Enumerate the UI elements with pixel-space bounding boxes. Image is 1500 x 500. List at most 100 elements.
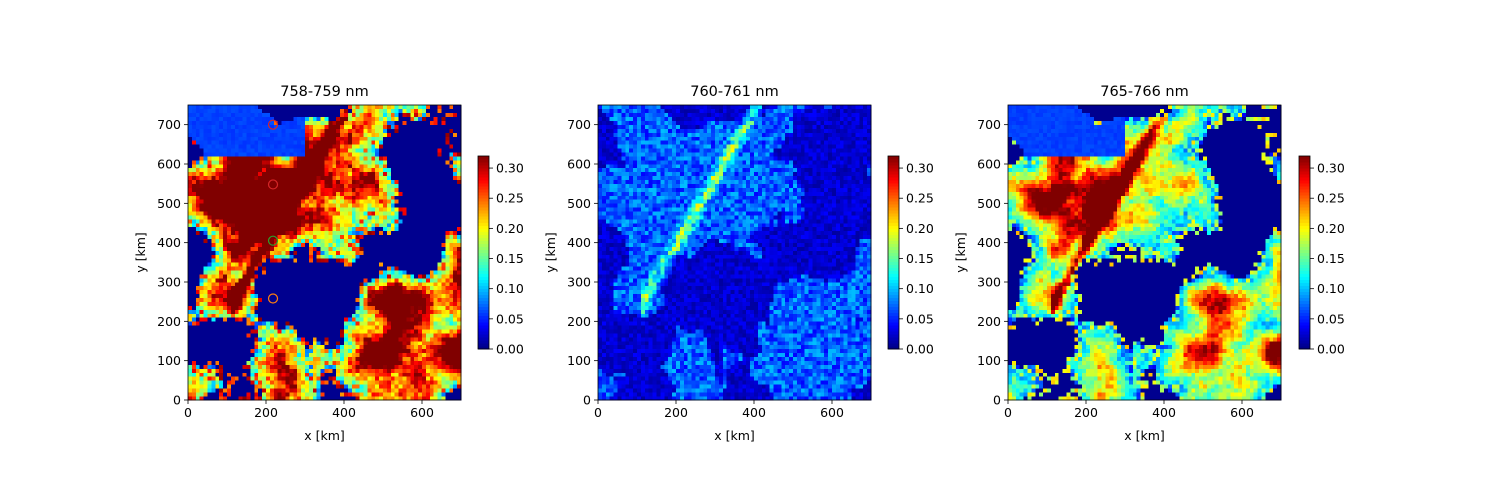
heatmap-cell [273, 392, 278, 397]
heatmap-cell [445, 368, 450, 373]
heatmap-cell [285, 144, 290, 149]
heatmap-cell [305, 226, 310, 232]
heatmap-cell [199, 309, 204, 314]
heatmap-cell [359, 215, 364, 220]
heatmap-cell [219, 344, 224, 350]
heatmap-cell [250, 282, 255, 287]
heatmap-cell [328, 258, 333, 263]
heatmap-cell [418, 195, 423, 200]
heatmap-cell [250, 175, 255, 181]
heatmap-cell [312, 234, 317, 240]
heatmap-cell [207, 368, 212, 373]
heatmap-cell [328, 112, 333, 118]
heatmap-cell [191, 242, 197, 247]
heatmap-cell [347, 199, 353, 204]
heatmap-cell [406, 108, 411, 114]
heatmap-cell [386, 116, 392, 122]
heatmap-cell [410, 128, 415, 133]
heatmap-cell [199, 120, 204, 125]
heatmap-cell [219, 105, 224, 110]
heatmap-cell [394, 396, 399, 401]
heatmap-cell [199, 215, 204, 220]
heatmap-cell [277, 344, 282, 350]
heatmap-cell [254, 175, 259, 181]
heatmap-cell [250, 285, 255, 291]
heatmap-cell [437, 313, 442, 318]
heatmap-cell [188, 333, 193, 338]
heatmap-cell [425, 309, 431, 314]
heatmap-cell [441, 321, 446, 326]
heatmap-cell [289, 262, 294, 267]
heatmap-cell [246, 325, 251, 330]
heatmap-cell [301, 262, 306, 267]
heatmap-cell [281, 289, 286, 295]
heatmap-cell [351, 321, 356, 326]
heatmap-cell [254, 203, 259, 208]
heatmap-cell [273, 301, 278, 306]
heatmap-cell [406, 112, 411, 118]
heatmap-cell [195, 285, 200, 291]
heatmap-cell [402, 132, 407, 137]
heatmap-cell [266, 396, 271, 401]
heatmap-cell [215, 356, 220, 361]
heatmap-cell [425, 219, 431, 224]
heatmap-cell [363, 368, 368, 373]
heatmap-cell [340, 160, 345, 165]
heatmap-cell [390, 341, 395, 346]
heatmap-cell [367, 191, 372, 196]
heatmap-cell [293, 156, 298, 161]
heatmap-cell [262, 364, 267, 369]
heatmap-cell [289, 140, 294, 145]
heatmap-cell [281, 132, 286, 137]
heatmap-cell [297, 321, 302, 326]
heatmap-cell [379, 175, 384, 181]
heatmap-cell [207, 128, 212, 133]
heatmap-cell [351, 293, 356, 299]
heatmap-cell [441, 380, 446, 385]
heatmap-cell [441, 348, 446, 354]
heatmap-cell [199, 175, 204, 181]
heatmap-cell [234, 337, 239, 342]
heatmap-cell [281, 195, 286, 200]
heatmap-cell [223, 266, 228, 271]
heatmap-cell [332, 285, 337, 291]
heatmap-cell [305, 341, 310, 346]
heatmap-cell [394, 313, 399, 318]
heatmap-cell [316, 156, 321, 161]
heatmap-cell [437, 112, 442, 118]
heatmap-cell [258, 152, 263, 157]
heatmap-cell [297, 230, 302, 236]
heatmap-cell [219, 171, 224, 177]
heatmap-cell [375, 258, 380, 263]
heatmap-cell [371, 136, 376, 141]
heatmap-cell [324, 132, 329, 137]
heatmap-cell [266, 368, 271, 373]
heatmap-cell [258, 313, 263, 318]
heatmap-cell [262, 203, 267, 208]
heatmap-cell [188, 360, 193, 365]
heatmap-cell [262, 293, 267, 299]
heatmap-cell [238, 152, 243, 157]
heatmap-cell [414, 179, 419, 184]
heatmap-cell [188, 344, 193, 350]
heatmap-cell [390, 337, 395, 342]
heatmap-cell [344, 364, 349, 369]
heatmap-cell [379, 333, 384, 338]
heatmap-cell [414, 356, 419, 361]
heatmap-cell [273, 396, 278, 401]
heatmap-cell [324, 156, 329, 161]
heatmap-cell [219, 191, 224, 196]
heatmap-cell [215, 325, 220, 330]
heatmap-cell [414, 309, 419, 314]
heatmap-cell [379, 376, 384, 381]
heatmap-cell [254, 309, 259, 314]
heatmap-cell [316, 356, 321, 361]
heatmap-cell [324, 144, 329, 149]
heatmap-cell [207, 321, 212, 326]
heatmap-cell [367, 195, 372, 200]
heatmap-cell [340, 246, 345, 251]
heatmap-cell [375, 293, 380, 299]
heatmap-cell [386, 112, 392, 118]
heatmap-cell [285, 388, 290, 393]
heatmap-cell [203, 325, 208, 330]
